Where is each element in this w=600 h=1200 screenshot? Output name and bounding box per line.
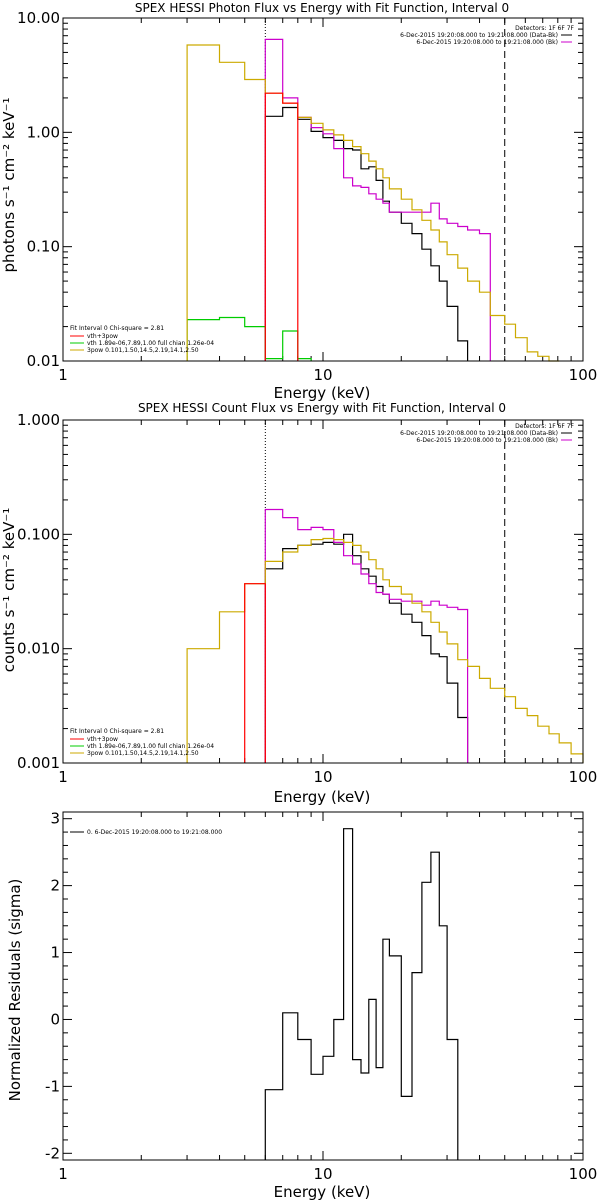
axis-ticks: 1 10 100 0.001 0.010 0.100 1.000 xyxy=(17,411,597,786)
legend-header: Detectors: 1F 6F 7F xyxy=(515,423,574,430)
fit-range-lines xyxy=(264,420,506,763)
legend-entry-data: 6-Dec-2015 19:20:08.000 to 19:21:08.000 … xyxy=(400,430,558,437)
x-tick-label: 1 xyxy=(58,366,68,384)
series-line-residuals xyxy=(264,828,459,1160)
series-line-vth-3pow xyxy=(264,92,299,361)
legend-bottom: Fit Interval 0 Chi-square = 2.81 vth+3po… xyxy=(70,728,214,757)
legend-bottom: Fit Interval 0 Chi-square = 2.81 vth+3po… xyxy=(70,325,214,354)
x-tick-label: 100 xyxy=(569,1165,598,1183)
series-group xyxy=(186,508,584,763)
axis-ticks: 1 10 100 0.01 0.10 1.00 10.00 xyxy=(17,9,597,384)
legend-entry-bk: 6-Dec-2015 19:20:08.000 to 19:21:08.000 … xyxy=(416,39,558,46)
legend-header: Fit Interval 0 Chi-square = 2.81 xyxy=(70,325,164,332)
x-tick-label: 10 xyxy=(313,366,332,384)
x-tick-label: 1 xyxy=(58,1165,68,1183)
y-tick-label: 0.10 xyxy=(27,238,60,256)
y-tick-label: 0 xyxy=(50,1010,60,1028)
y-tick-label: 1.00 xyxy=(27,123,60,141)
y-tick-label: 1.000 xyxy=(17,411,60,429)
x-axis-label: Energy (keV) xyxy=(274,384,371,402)
x-axis-label: Energy (keV) xyxy=(274,788,371,806)
photon-flux-panel: SPEX HESSI Photon Flux vs Energy with Fi… xyxy=(0,1,597,402)
residuals-panel: Normalized Residuals (sigma) Energy (keV… xyxy=(6,810,597,1200)
y-tick-label: 1 xyxy=(50,944,60,962)
y-tick-label: -1 xyxy=(45,1077,60,1095)
legend-entry-bk: 6-Dec-2015 19:20:08.000 to 19:21:08.000 … xyxy=(416,437,558,444)
plot-frame xyxy=(62,17,584,362)
axis-ticks: 1 10 100 -2 -1 0 1 2 3 xyxy=(45,810,597,1183)
y-tick-label: 3 xyxy=(50,810,60,828)
legend-entry-3pow: 3pow 0.101,1.50,14.5,2.19,14.1,2.50 xyxy=(87,347,199,354)
y-tick-label: -2 xyxy=(45,1144,60,1162)
legend-top: 0. 6-Dec-2015 19:20:08.000 to 19:21:08.0… xyxy=(70,829,222,836)
series-line-data-bk xyxy=(264,533,469,763)
y-axis-label: Normalized Residuals (sigma) xyxy=(6,879,24,1102)
legend-entry-fit: vth+3pow xyxy=(87,736,118,743)
x-tick-label: 10 xyxy=(313,1165,332,1183)
y-axis-label: photons s⁻¹ cm⁻² keV⁻¹ xyxy=(0,98,18,273)
legend-entry-vth: vth 1.89e-06,7.89,1.00 full chian 1.26e-… xyxy=(87,340,214,347)
legend-top: Detectors: 1F 6F 7F 6-Dec-2015 19:20:08.… xyxy=(400,25,574,46)
x-tick-label: 1 xyxy=(58,768,68,786)
series-line-bk xyxy=(264,508,469,763)
plot-frame xyxy=(62,419,584,764)
count-flux-panel: SPEX HESSI Count Flux vs Energy with Fit… xyxy=(0,401,597,806)
series-line-vth-3pow xyxy=(244,583,266,763)
y-tick-label: 0.01 xyxy=(27,352,60,370)
x-axis-label: Energy (keV) xyxy=(274,1183,371,1200)
x-tick-label: 100 xyxy=(569,768,598,786)
legend-header: Fit Interval 0 Chi-square = 2.81 xyxy=(70,728,164,735)
series-line-3pow xyxy=(186,537,584,763)
legend-header: Detectors: 1F 6F 7F xyxy=(515,25,574,32)
y-tick-label: 0.001 xyxy=(17,754,60,772)
legend-entry-vth: vth 1.89e-06,7.89,1.00 full chian 1.26e-… xyxy=(87,743,214,750)
x-tick-label: 100 xyxy=(569,366,598,384)
y-axis-label: counts s⁻¹ cm⁻² keV⁻¹ xyxy=(0,508,18,673)
series-group xyxy=(186,38,560,362)
fit-range-lines xyxy=(264,18,506,361)
series-line-3pow xyxy=(186,44,560,362)
series-group xyxy=(264,828,459,1160)
legend-entry-fit: vth+3pow xyxy=(87,333,118,340)
plot-frame xyxy=(62,811,584,1161)
y-tick-label: 0.010 xyxy=(17,640,60,658)
legend-entry-data: 6-Dec-2015 19:20:08.000 to 19:21:08.000 … xyxy=(400,32,558,39)
x-tick-label: 10 xyxy=(313,768,332,786)
chart-title: SPEX HESSI Count Flux vs Energy with Fit… xyxy=(138,401,506,415)
legend-entry-3pow: 3pow 0.101,1.50,14.5,2.19,14.1,2.50 xyxy=(87,750,199,757)
y-tick-label: 2 xyxy=(50,877,60,895)
chart-title: SPEX HESSI Photon Flux vs Energy with Fi… xyxy=(135,1,509,15)
y-tick-label: 10.00 xyxy=(17,9,60,27)
legend-top: Detectors: 1F 6F 7F 6-Dec-2015 19:20:08.… xyxy=(400,423,574,444)
series-line-bk xyxy=(264,38,491,361)
series-line-data-bk xyxy=(264,106,469,361)
legend-entry-residuals: 0. 6-Dec-2015 19:20:08.000 to 19:21:08.0… xyxy=(87,829,222,836)
y-tick-label: 0.100 xyxy=(17,525,60,543)
